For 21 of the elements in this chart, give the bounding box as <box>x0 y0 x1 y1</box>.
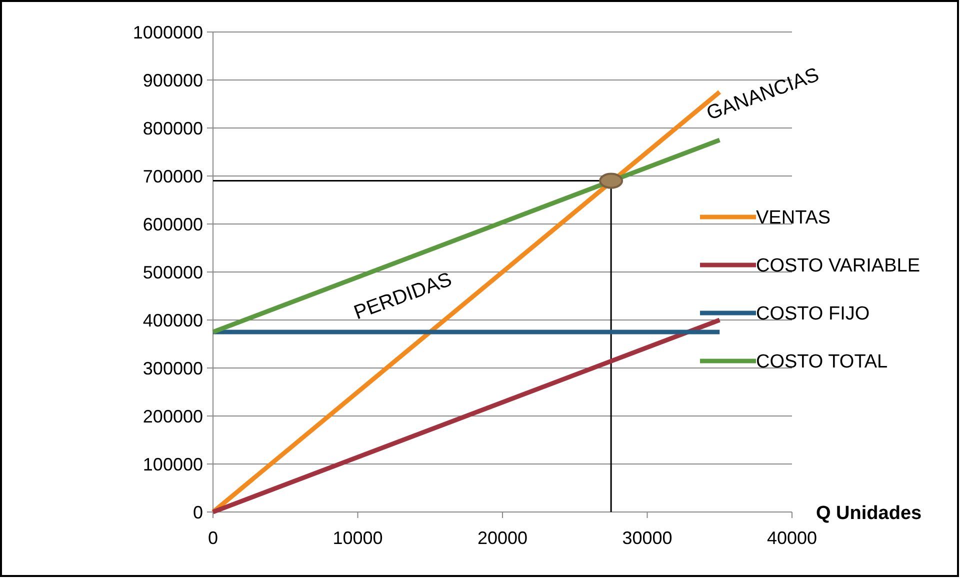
y-tick-label: 0 <box>192 502 203 522</box>
y-tick-label: 1000000 <box>132 22 203 42</box>
y-tick-label: 400000 <box>142 310 203 330</box>
y-tick-label: 700000 <box>142 166 203 186</box>
legend-label: VENTAS <box>756 208 831 229</box>
x-axis-title: Q Unidades <box>816 503 922 524</box>
x-tick-label: 20000 <box>477 528 528 548</box>
y-tick-label: 800000 <box>142 118 203 138</box>
y-tick-label: 200000 <box>142 406 203 426</box>
x-tick-label: 30000 <box>622 528 672 548</box>
y-tick-label: 600000 <box>142 214 203 234</box>
x-tick-label: 40000 <box>766 528 818 548</box>
y-tick-label: 100000 <box>142 454 203 474</box>
x-tick-label: 0 <box>208 528 218 548</box>
y-tick-label: 300000 <box>142 358 203 378</box>
x-tick-label: 10000 <box>332 528 383 548</box>
y-tick-label: 500000 <box>142 262 203 282</box>
legend-label: COSTO FIJO <box>756 304 870 325</box>
legend-label: COSTO VARIABLE <box>756 256 920 277</box>
y-tick-label: 900000 <box>142 70 203 90</box>
legend-label: COSTO TOTAL <box>756 352 888 373</box>
